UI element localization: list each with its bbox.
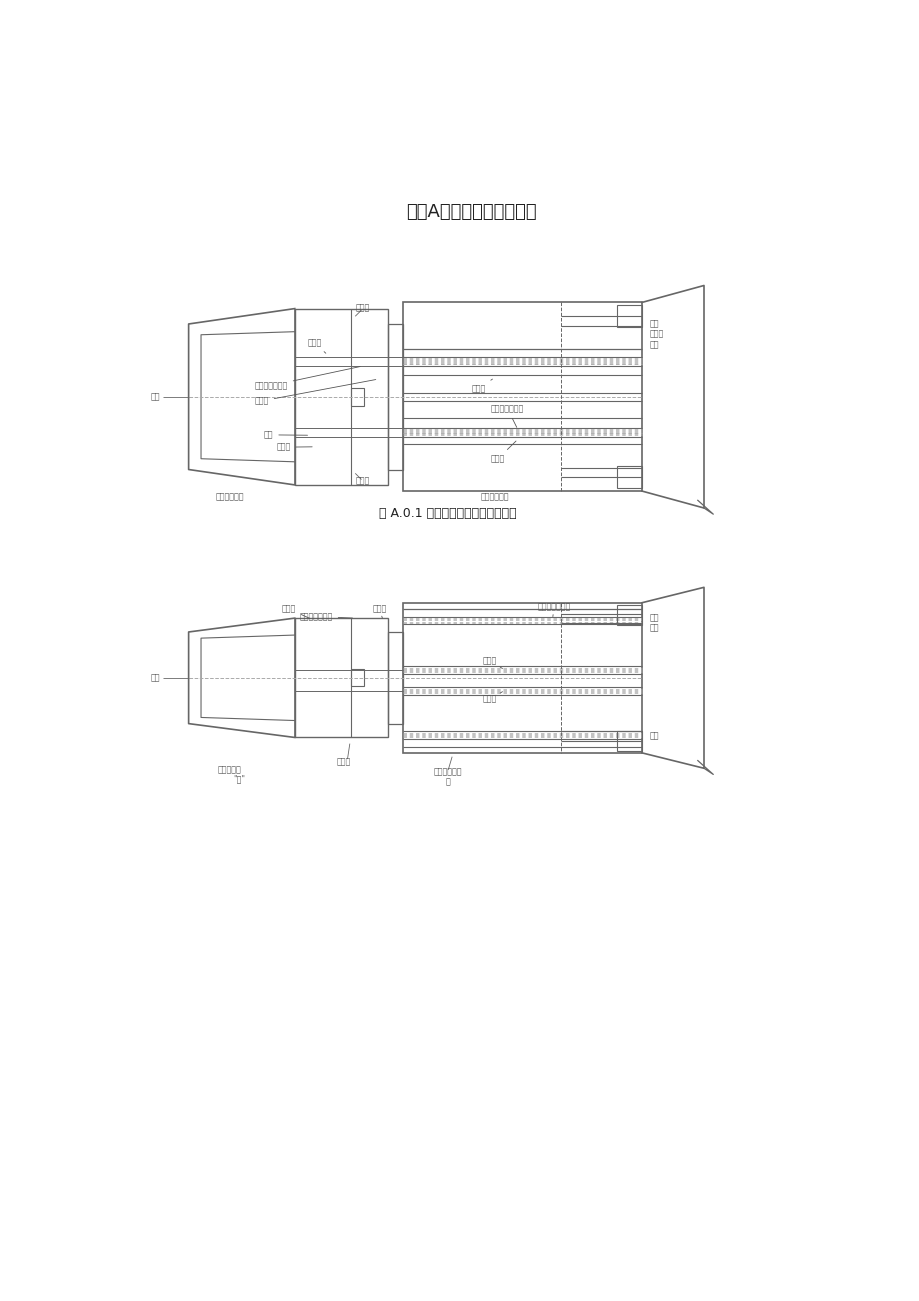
Text: 固定端承力钢板: 固定端承力钢板: [491, 405, 524, 427]
Text: 钢肋板: 钢肋板: [255, 380, 375, 406]
Text: 钢肋板: 钢肋板: [482, 692, 502, 704]
Text: 加劲肋: 加劲肋: [281, 605, 310, 618]
Text: 图 A.0.1 圆形截面活络头平面组装图: 图 A.0.1 圆形截面活络头平面组装图: [379, 507, 516, 520]
Text: "端": "端": [233, 774, 244, 783]
Text: 千斤顶: 千斤顶: [355, 476, 369, 485]
Text: 钢肋板: 钢肋板: [471, 379, 492, 393]
Text: 端板: 端板: [649, 731, 659, 740]
Text: 钩头固定端: 钩头固定端: [218, 765, 242, 774]
Text: 板: 板: [446, 777, 450, 786]
Text: 钢肋板: 钢肋板: [491, 441, 516, 463]
Text: 活络头活动端: 活络头活动端: [480, 492, 508, 501]
Bar: [403, 302, 641, 490]
Text: 活络头活动端: 活络头活动端: [434, 768, 462, 777]
Text: 端板: 端板: [151, 392, 160, 401]
Bar: [617, 467, 641, 488]
Bar: [388, 324, 403, 470]
Bar: [294, 618, 388, 738]
Bar: [351, 669, 363, 686]
Bar: [351, 388, 363, 406]
Text: 钢楔块: 钢楔块: [372, 605, 386, 618]
Text: 千斤顶: 千斤顶: [355, 303, 369, 312]
Text: 活络端承力钢板: 活络端承力钢板: [255, 367, 360, 390]
Text: 槽钢: 槽钢: [649, 320, 659, 328]
Text: 钢肋板: 钢肋板: [482, 657, 502, 669]
Text: 钢肋板: 钢肋板: [649, 329, 664, 338]
Text: 加劲肋: 加劲肋: [307, 338, 325, 354]
Text: 槽钢: 槽钢: [649, 614, 659, 623]
Text: 端板: 端板: [649, 341, 659, 349]
Bar: [403, 602, 641, 753]
Text: 端板: 端板: [151, 674, 160, 682]
Text: 千斤顶: 千斤顶: [336, 757, 350, 766]
Bar: [388, 632, 403, 723]
Text: 钢楔头: 钢楔头: [276, 442, 312, 451]
Bar: [617, 731, 641, 751]
Bar: [294, 308, 388, 485]
Text: 槽钢: 槽钢: [264, 431, 307, 440]
Text: 端板: 端板: [649, 623, 659, 632]
Text: 活络头固定端: 活络头固定端: [215, 492, 244, 501]
Bar: [617, 605, 641, 624]
Text: 固定端承力钢板: 固定端承力钢板: [537, 602, 570, 617]
Bar: [617, 306, 641, 327]
Text: 活络端承力钢板: 活络端承力钢板: [299, 611, 352, 621]
Text: 附录A常见活络头及节点图: 附录A常见活络头及节点图: [406, 203, 536, 221]
